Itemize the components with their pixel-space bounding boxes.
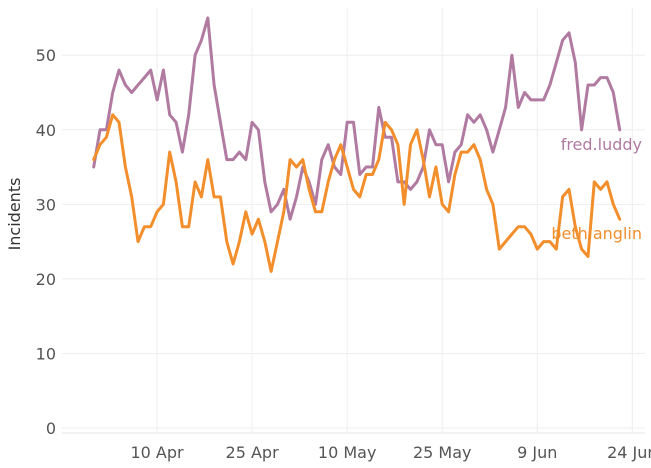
x-tick-label: 9 Jun [517,443,557,462]
x-tick-label: 10 May [318,443,377,462]
y-tick-label: 50 [36,46,56,65]
series-label: beth.anglin [551,224,642,243]
y-tick-label: 10 [36,344,56,363]
y-tick-label: 20 [36,270,56,289]
y-axis-title: Incidents [5,178,24,251]
series-line-beth-anglin [92,113,622,273]
series-lines [92,16,622,273]
y-tick-label: 0 [46,419,56,438]
x-tick-label: 24 Jun [607,443,651,462]
x-tick-label: 10 Apr [130,443,184,462]
series-line-fred-luddy [92,16,622,221]
x-axis-ticks: 10 Apr 25 Apr 10 May 25 May 9 Jun 24 Jun [130,443,651,462]
series-label: fred.luddy [561,135,642,154]
x-tick-label: 25 Apr [226,443,280,462]
x-tick-label: 25 May [413,443,472,462]
y-axis-ticks: 0 10 20 30 40 50 [36,46,56,438]
y-tick-label: 40 [36,121,56,140]
y-tick-label: 30 [36,195,56,214]
series-labels: fred.luddy beth.anglin [551,135,642,243]
